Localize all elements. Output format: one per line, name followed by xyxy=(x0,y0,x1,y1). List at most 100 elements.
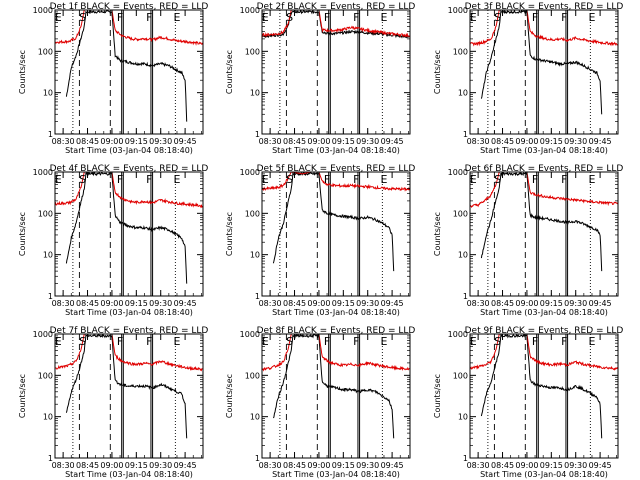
x-tick-label: 09:30 xyxy=(356,461,379,470)
series-events xyxy=(65,172,188,284)
y-tick-label: 1000 xyxy=(448,330,468,339)
y-tick-label: 1 xyxy=(463,454,468,463)
y-axis-label: Counts/sec xyxy=(18,50,27,94)
series-lld xyxy=(470,334,618,371)
panel-det-2: Det 2f BLACK = Events, RED = LLD 1 10 100 10… xyxy=(225,2,415,155)
x-tick-label: 08:30 xyxy=(259,137,282,146)
annotation-label: F xyxy=(324,335,330,348)
panel-det-3: Det 3f BLACK = Events, RED = LLD 1 10 100 10… xyxy=(433,2,623,155)
annotation-label: S xyxy=(286,11,293,24)
x-tick-label: 09:15 xyxy=(540,299,563,308)
annotation-label: S xyxy=(286,335,293,348)
y-tick-label: 1000 xyxy=(33,168,53,177)
annotation-label: F xyxy=(146,335,152,348)
x-axis-label: Start Time (03-Jan-04 08:18:40) xyxy=(65,470,193,479)
x-axis-label: Start Time (03-Jan-04 08:18:40) xyxy=(480,470,608,479)
annotation-label: F xyxy=(532,335,538,348)
series-lld xyxy=(55,10,203,46)
y-tick-label: 1000 xyxy=(33,330,53,339)
plot-frame xyxy=(54,333,204,459)
x-tick-label: 09:15 xyxy=(125,299,148,308)
series-lld xyxy=(470,172,618,208)
y-axis-label: Counts/sec xyxy=(225,212,234,256)
annotation-label: E xyxy=(262,173,269,186)
annotation-label: E xyxy=(381,335,388,348)
x-tick-label: 09:00 xyxy=(515,137,538,146)
y-tick-label: 10 xyxy=(458,251,468,260)
annotation-label: E xyxy=(174,173,181,186)
plot-frame xyxy=(261,9,411,135)
x-tick-label: 08:45 xyxy=(283,299,306,308)
panel-title: Det 8f BLACK = Events, RED = LLD xyxy=(257,326,416,336)
series-events xyxy=(480,172,603,272)
series-events xyxy=(272,172,395,272)
x-tick-label: 08:45 xyxy=(491,299,514,308)
y-tick-label: 1 xyxy=(463,130,468,139)
x-axis-label: Start Time (03-Jan-04 08:18:40) xyxy=(480,146,608,155)
y-axis-label: Counts/sec xyxy=(433,212,442,256)
x-tick-label: 09:45 xyxy=(174,461,197,470)
annotation-label: E xyxy=(470,11,477,24)
x-tick-label: 09:45 xyxy=(381,299,404,308)
annotation-label: F xyxy=(561,173,567,186)
annotation-label: S xyxy=(79,11,86,24)
annotation-label: F xyxy=(324,173,330,186)
annotation-label: E xyxy=(589,173,596,186)
annotation-label: E xyxy=(55,173,62,186)
y-tick-label: 100 xyxy=(38,371,53,380)
x-tick-label: 09:30 xyxy=(356,299,379,308)
panel-det-7: Det 7f BLACK = Events, RED = LLD 1 10 100 10… xyxy=(18,326,208,479)
x-tick-label: 09:15 xyxy=(125,137,148,146)
annotation-label: S xyxy=(494,335,501,348)
x-tick-label: 09:30 xyxy=(564,461,587,470)
x-tick-label: 09:00 xyxy=(100,137,123,146)
annotation-label: S xyxy=(79,335,86,348)
y-tick-label: 1 xyxy=(255,130,260,139)
series-lld xyxy=(262,172,410,192)
annotation-label: E xyxy=(589,11,596,24)
y-tick-label: 10 xyxy=(250,251,260,260)
panel-title: Det 7f BLACK = Events, RED = LLD xyxy=(50,326,209,336)
x-tick-label: 09:15 xyxy=(125,461,148,470)
x-tick-label: 08:30 xyxy=(467,299,490,308)
x-tick-label: 08:30 xyxy=(467,461,490,470)
panel-det-4: Det 4f BLACK = Events, RED = LLD 1 10 100 10… xyxy=(18,164,208,317)
annotation-label: F xyxy=(532,173,538,186)
x-tick-label: 08:45 xyxy=(283,461,306,470)
panel-det-1: Det 1f BLACK = Events, RED = LLD 1 10 100 10… xyxy=(18,2,208,155)
y-tick-label: 100 xyxy=(245,371,260,380)
x-tick-label: 09:00 xyxy=(307,299,330,308)
x-tick-label: 09:15 xyxy=(540,137,563,146)
plot-frame xyxy=(261,171,411,297)
y-tick-label: 1 xyxy=(255,292,260,301)
x-tick-label: 08:30 xyxy=(259,299,282,308)
series-events xyxy=(262,10,410,39)
panel-title: Det 6f BLACK = Events, RED = LLD xyxy=(465,164,624,174)
y-tick-label: 1000 xyxy=(448,6,468,15)
panel-det-8: Det 8f BLACK = Events, RED = LLD 1 10 100 10… xyxy=(225,326,415,479)
annotation-label: E xyxy=(470,335,477,348)
x-tick-label: 08:45 xyxy=(491,461,514,470)
annotation-label: E xyxy=(262,11,269,24)
annotation-label: E xyxy=(381,173,388,186)
x-tick-label: 08:45 xyxy=(76,137,99,146)
annotation-label: F xyxy=(561,11,567,24)
panel-title: Det 1f BLACK = Events, RED = LLD xyxy=(50,2,209,12)
y-tick-label: 10 xyxy=(43,89,53,98)
y-tick-label: 10 xyxy=(458,413,468,422)
y-tick-label: 100 xyxy=(453,47,468,56)
y-tick-label: 1 xyxy=(255,454,260,463)
x-tick-label: 08:30 xyxy=(52,461,75,470)
y-axis-label: Counts/sec xyxy=(18,374,27,418)
y-axis-label: Counts/sec xyxy=(18,212,27,256)
annotation-label: F xyxy=(561,335,567,348)
y-tick-label: 100 xyxy=(245,209,260,218)
plot-frame xyxy=(54,9,204,135)
panel-title: Det 3f BLACK = Events, RED = LLD xyxy=(465,2,624,12)
x-tick-label: 09:00 xyxy=(307,137,330,146)
annotation-label: F xyxy=(117,11,123,24)
panel-det-9: Det 9f BLACK = Events, RED = LLD 1 10 100 10… xyxy=(433,326,623,479)
x-tick-label: 09:30 xyxy=(149,461,172,470)
annotation-label: E xyxy=(470,173,477,186)
x-tick-label: 09:45 xyxy=(174,299,197,308)
